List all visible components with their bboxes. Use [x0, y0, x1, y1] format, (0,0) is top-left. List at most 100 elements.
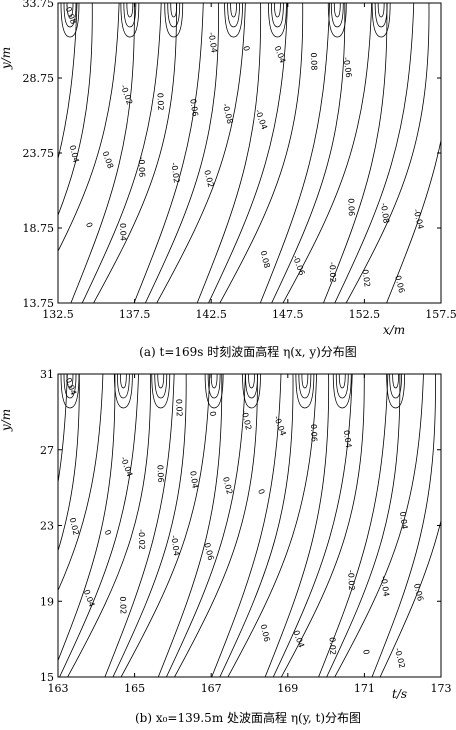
contour-line [322, 3, 388, 303]
contour-peak [335, 374, 349, 399]
contour-line [208, 3, 288, 303]
panel-b: -0.04 0.06 0.04 0.02 0 -0.02 -0.04 0.06 0.04 0.02… [0, 368, 452, 725]
y-tick-label: 31 [40, 368, 54, 381]
contour-peak [120, 3, 140, 38]
contour-level-label: 0.08 [100, 150, 115, 170]
x-axis-label-a: x/m [383, 323, 405, 337]
contour-level-label: 0.06 [346, 198, 356, 216]
contour-peak [374, 3, 388, 28]
contour-line [58, 3, 93, 217]
contour-line [58, 374, 104, 592]
contour-level-label: 0.02 [202, 169, 215, 188]
contour-line [379, 518, 441, 677]
contour-level-label: 0.02 [156, 93, 166, 111]
contour-peak [298, 374, 312, 399]
contour-line [70, 3, 135, 303]
contour-level-label: 0.06 [412, 583, 425, 602]
x-tick-label: 167 [201, 682, 222, 695]
contour-line [219, 3, 304, 303]
contour-level-label: 0 [256, 488, 266, 496]
y-tick-label: 19 [40, 595, 54, 608]
x-tick-label: 137.5 [119, 308, 151, 321]
contour-peak [227, 3, 240, 28]
contour-level-label: 0 [84, 221, 94, 229]
contour-line [271, 3, 346, 303]
contour-peak [330, 3, 344, 28]
contour-peak [333, 3, 341, 18]
contour-peak [274, 3, 281, 18]
contour-level-label: -0.02 [393, 647, 407, 669]
x-axis-label-b: t/s [392, 687, 407, 701]
contour-level-label: 0.04 [342, 429, 353, 448]
contour-line [174, 374, 258, 677]
caption-a: (a) t=169s 时刻波面高程 η(x, y)分布图 [139, 344, 357, 359]
contour-level-label: -0.02 [169, 162, 181, 184]
contour-level-label: -0.06 [342, 56, 354, 78]
y-tick-label: 15 [40, 671, 54, 684]
contour-line [133, 3, 204, 303]
contour-peak [66, 374, 74, 389]
contour-line [104, 374, 175, 677]
contour-peak [271, 3, 284, 28]
x-tick-label: 165 [124, 682, 145, 695]
y-tick-label: 23 [40, 520, 54, 533]
contour-line [58, 374, 116, 662]
contour-line [219, 374, 294, 677]
contour-peak [119, 374, 127, 389]
contour-peak [207, 374, 221, 399]
contour-peak [332, 374, 352, 409]
contour-level-label: 0 [208, 411, 218, 417]
contour-line [59, 374, 139, 677]
contour-line [345, 3, 430, 303]
contour-peak [60, 3, 80, 38]
contour-level-label: 0.04 [118, 223, 128, 241]
contour-peak [295, 374, 315, 409]
contour-peak [338, 374, 346, 389]
contour-level-label: 0.04 [291, 629, 306, 649]
y-axis-label-b: y/m [0, 409, 13, 432]
contour-line [67, 374, 151, 677]
x-tick-label: 171 [354, 682, 375, 695]
contour-level-label: -0.04 [272, 415, 288, 438]
contour-line [58, 374, 80, 552]
contour-level-label: 0.04 [82, 588, 97, 608]
contour-level-label: -0.02 [328, 262, 338, 283]
contour-line [334, 374, 424, 677]
y-tick-label: 13.75 [23, 297, 55, 310]
contour-peak [63, 3, 77, 28]
contour-level-label: -0.08 [221, 102, 235, 124]
contour-level-label: 0.02 [174, 399, 184, 417]
contour-line [157, 374, 223, 677]
contour-line [318, 374, 389, 677]
contour-line [259, 3, 330, 303]
contour-level-label: -0.06 [137, 156, 147, 177]
y-tick-label: 18.75 [23, 222, 55, 235]
contour-peak [63, 374, 77, 399]
y-ticks-b: 15 19 23 27 31 [40, 368, 441, 684]
contour-level-label: -0.08 [379, 202, 391, 224]
contour-line [120, 374, 211, 677]
contour-lines-b [58, 374, 441, 677]
x-tick-label: 152.5 [349, 308, 381, 321]
contour-level-label: 0.02 [68, 517, 81, 536]
contour-level-label: 0.02 [328, 637, 338, 655]
y-tick-label: 27 [40, 444, 54, 457]
contour-level-label: -0.04 [379, 575, 391, 597]
y-axis-label-a: y/m [0, 47, 13, 70]
y-tick-label: 23.75 [23, 147, 55, 160]
contour-level-label: 0.02 [221, 476, 234, 495]
contour-level-label: 0.08 [259, 250, 272, 269]
contour-line [211, 374, 282, 677]
contour-level-label: -0.02 [346, 570, 356, 591]
contour-peak [154, 374, 168, 399]
contour-peak [167, 3, 181, 28]
contour-line [58, 3, 78, 161]
contour-level-label: -0.04 [207, 32, 219, 54]
contour-peak [386, 374, 406, 409]
contour-line [58, 3, 120, 252]
contour-level-label: -0.04 [169, 535, 181, 557]
contour-peak [151, 374, 171, 409]
contour-peak [164, 3, 184, 38]
contour-peak [245, 374, 258, 399]
